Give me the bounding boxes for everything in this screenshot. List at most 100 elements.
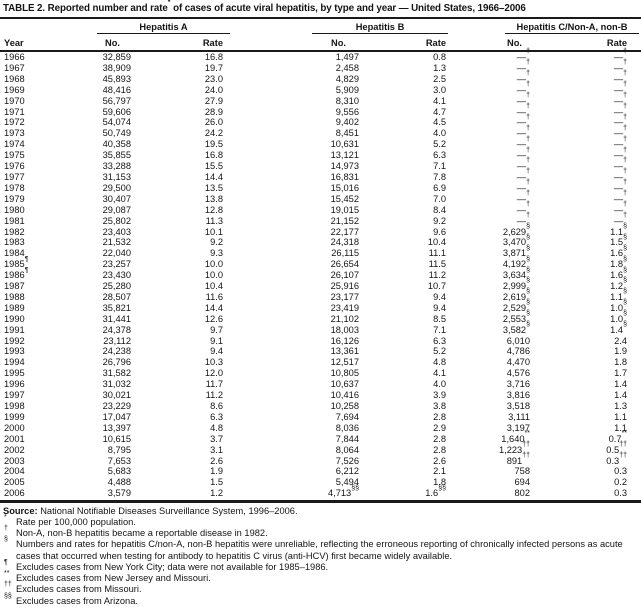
year-cell: 1988 (4, 291, 25, 302)
value-cell: 4,829 (335, 73, 359, 84)
table-row: 2002 8,795 3.1 8,064 2.8 1,223†† 0.5†† (0, 441, 641, 456)
cell-footnote-marker: † (623, 135, 628, 143)
table-row: 1966 32,859 16.8 1,497 0.8 —† —† (0, 48, 641, 63)
table-row: 1986¶ 23,430 10.0 26,107 11.2 3,634§ 1.6§ (0, 266, 641, 281)
cell-footnote-marker: § (526, 277, 530, 285)
year-cell: 2001 (4, 433, 25, 444)
value-cell: 19,015 (330, 204, 359, 215)
value-cell: 10,637 (330, 379, 359, 390)
value-cell: 2.8 (433, 411, 446, 422)
value-cell: 10.0 (204, 270, 223, 281)
table-row: 1981 25,802 11.3 21,152 9.2 —† —† (0, 212, 641, 227)
table-row: 1977 31,153 14.4 16,831 7.8 —† —† (0, 168, 641, 183)
cell-footnote-marker: † (526, 190, 530, 198)
value-cell: 25,802 (102, 215, 131, 226)
value-cell: 9,402 (335, 117, 359, 128)
value-cell: 2.5 (433, 73, 446, 84)
value-cell: 0.2 (614, 477, 628, 488)
year-cell: 1993 (4, 346, 25, 357)
value-cell: —† (516, 146, 530, 161)
value-cell: 26,115 (331, 248, 359, 259)
value-cell: 4,713§§ (327, 484, 359, 499)
footnote-text: Rate per 100,000 population. (16, 516, 136, 527)
value-cell: 7,844 (335, 433, 359, 444)
value-cell: 10.4 (427, 237, 446, 248)
cell-footnote-marker: § (526, 321, 530, 329)
value-cell: —† (613, 59, 628, 73)
year-cell: 1990 (4, 313, 25, 324)
cell-footnote-marker: §§ (351, 484, 359, 492)
cell-footnote-marker: ¶ (24, 255, 29, 263)
value-cell: 16,126 (330, 335, 359, 346)
year-cell: 1981 (4, 215, 25, 226)
cell-footnote-marker: † (526, 81, 530, 89)
value-cell: 10,416 (330, 390, 359, 401)
year-cell: 1966 (4, 52, 25, 62)
year-cell: 1992 (4, 335, 25, 346)
value-cell: 1.1§ (610, 288, 628, 302)
group-header-hepatitis-b: Hepatitis B (312, 22, 448, 34)
value-cell: 3,816 (506, 390, 530, 401)
cell-footnote-marker: † (623, 59, 628, 67)
cell-footnote-marker: † (526, 135, 530, 143)
value-cell: 2.1 (433, 466, 446, 477)
value-cell: —† (613, 124, 628, 139)
footnote: §§ Excludes cases from Arizona. (4, 592, 138, 606)
value-cell: —† (516, 168, 530, 182)
cell-footnote-marker: § (623, 288, 628, 296)
value-cell: 3.7 (210, 433, 223, 444)
year-cell: 2002 (4, 444, 25, 455)
value-cell: 56,797 (102, 95, 131, 106)
group-header-spacer (0, 19, 62, 34)
value-cell: 7,694 (335, 411, 359, 422)
value-cell: 891†† (506, 451, 530, 466)
cell-footnote-marker: † (623, 102, 628, 110)
value-cell: 2.9 (433, 422, 446, 433)
value-cell: 1.1 (614, 411, 628, 422)
value-cell: 7.1 (433, 324, 446, 335)
title-footnote-marker: * (167, 0, 171, 7)
table-row: 1993 24,238 9.4 13,361 5.2 4,786 1.9 (0, 346, 641, 357)
col-header-hep-a-no: No. (105, 38, 120, 48)
value-cell: —† (516, 179, 530, 193)
value-cell: 7.0 (433, 193, 446, 204)
value-cell: 24,378 (102, 324, 131, 335)
year-cell: 1982 (4, 226, 25, 237)
value-cell: 10,631 (330, 139, 359, 150)
value-cell: 5.2 (433, 346, 446, 357)
cell-footnote-marker: † (526, 59, 530, 67)
value-cell: 29,087 (102, 204, 131, 215)
value-cell: 9.6 (433, 226, 446, 237)
value-cell: —† (613, 179, 628, 193)
value-cell: 3,197 (506, 422, 530, 433)
value-cell: 9.2 (210, 237, 223, 248)
value-cell: 1.9 (614, 346, 628, 357)
value-cell: 10.7 (427, 281, 446, 292)
value-cell: 19.7 (204, 62, 223, 73)
cell-footnote-marker: § (526, 244, 530, 252)
year-cell: 1983 (4, 237, 25, 248)
value-cell: 23,229 (102, 401, 131, 411)
value-cell: 1.2§ (610, 277, 628, 292)
footnote-text: Excludes cases from New York City; data … (16, 561, 329, 572)
value-cell: 9,556 (335, 106, 359, 117)
value-cell: 802 (514, 488, 530, 499)
cell-footnote-marker: † (623, 190, 628, 198)
footnote-text: Numbers and rates for hepatitis C/non-A,… (16, 539, 623, 561)
cell-footnote-marker: § (623, 244, 628, 252)
value-cell: 2,553§ (502, 310, 530, 324)
value-cell: 1.6§§ (425, 484, 446, 499)
value-cell: 23,177 (330, 291, 359, 302)
value-cell: 0.8 (433, 52, 446, 62)
value-cell: 24,318 (330, 237, 359, 248)
value-cell: 1.7 (614, 368, 628, 379)
col-header-hep-b-rate: Rate (425, 38, 446, 48)
value-cell: 2.8 (433, 444, 446, 455)
value-cell: 24.2 (204, 128, 223, 139)
value-cell: 4,786 (506, 346, 530, 357)
cell-footnote-marker: ¶ (24, 266, 29, 274)
year-cell: 1991 (4, 324, 25, 335)
footnote-text: Excludes cases from Missouri. (16, 584, 142, 595)
value-cell: 1.2 (210, 488, 223, 499)
value-cell: 16,831 (330, 171, 359, 182)
